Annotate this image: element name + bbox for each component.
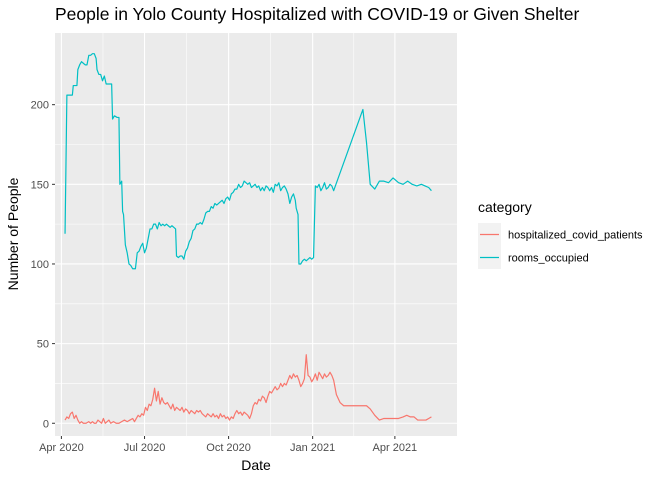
x-axis: Apr 2020 Jul 2020 Oct 2020 Jan 2021 Apr 2021 [39,436,417,454]
legend-key [478,246,501,269]
series-layer [64,53,432,424]
legend: category hospitalized_covid_patientsroom… [478,199,643,269]
y-tick-label: 150 [31,179,49,191]
y-tick-label: 200 [31,100,49,112]
y-tick-label: 0 [43,418,49,430]
x-tick-label: Apr 2020 [39,442,84,454]
y-axis-title: Number of People [5,177,21,290]
y-axis: 0 50 100 150 200 [31,100,55,430]
y-tick-label: 100 [31,259,49,271]
chart-title: People in Yolo County Hospitalized with … [55,4,579,24]
x-tick-label: Jul 2020 [124,442,166,454]
legend-title: category [478,199,532,215]
legend-label: hospitalized_covid_patients [508,230,643,242]
plot-panel [55,33,457,436]
x-tick-label: Oct 2020 [206,442,251,454]
x-tick-label: Apr 2021 [373,442,418,454]
x-tick-label: Jan 2021 [290,442,335,454]
legend-key [478,223,501,246]
series-line-rooms-occupied [64,53,432,270]
y-tick-label: 50 [37,339,49,351]
legend-label: rooms_occupied [508,253,589,265]
minor-gridlines [55,33,457,436]
series-line-hospitalized-covid-patients [64,354,432,424]
x-axis-title: Date [241,457,271,473]
